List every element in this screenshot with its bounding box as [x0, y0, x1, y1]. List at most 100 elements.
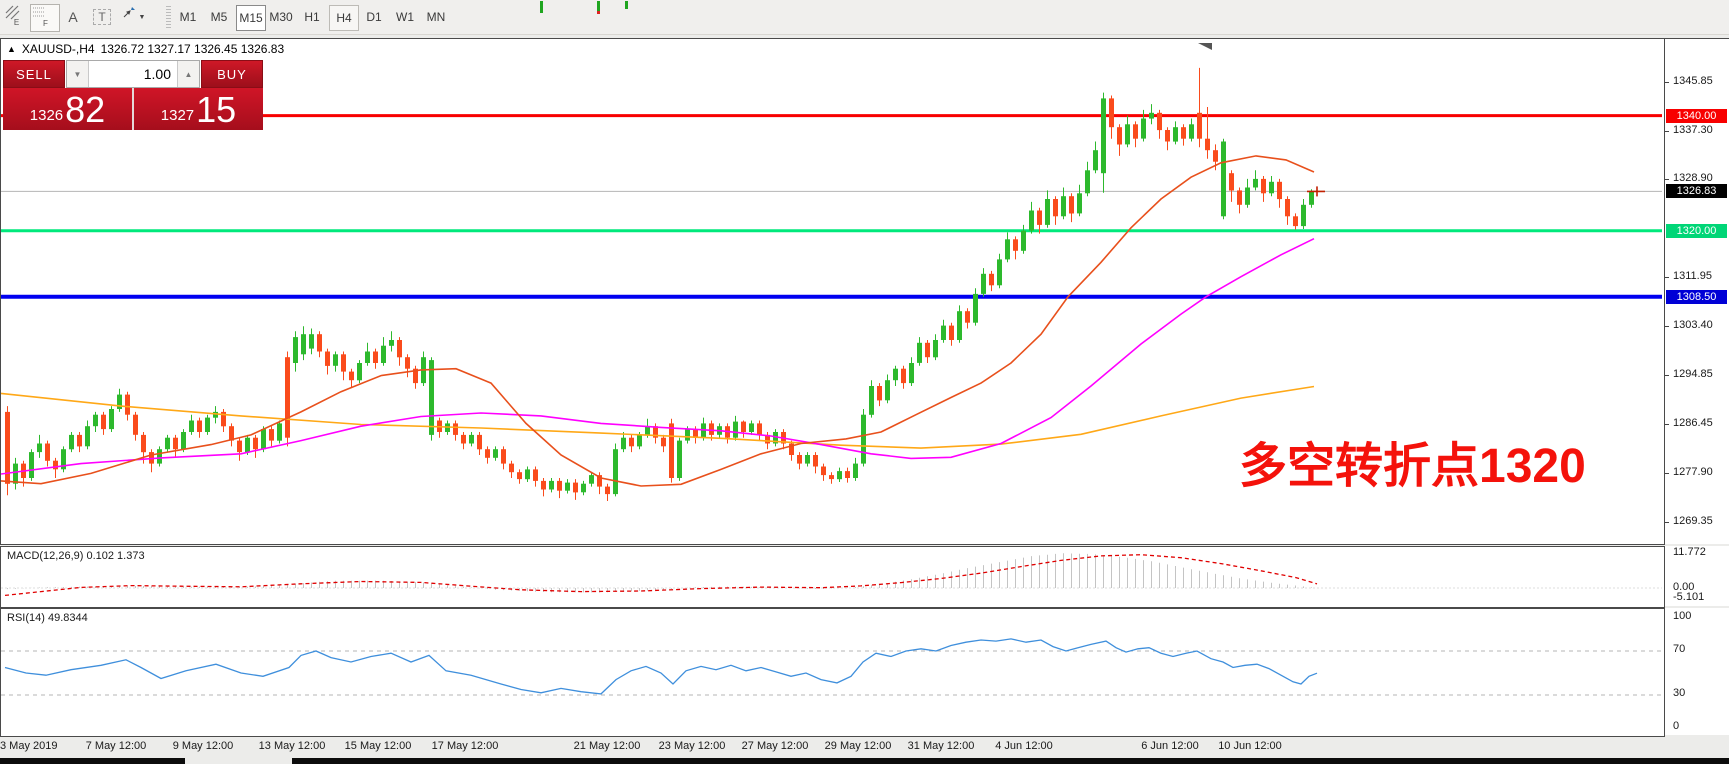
collapse-panel-icon[interactable]: ▲ [7, 44, 16, 54]
rsi-label: RSI(14) 49.8344 [7, 612, 88, 624]
draw-tools-sub-label: E [13, 18, 20, 27]
label-a-button[interactable]: A [62, 4, 84, 30]
chevron-down-icon: ▼ [138, 13, 146, 21]
time-axis-label: 6 Jun 12:00 [1141, 740, 1199, 752]
tf-button-h4[interactable]: H4 [329, 5, 359, 31]
price-axis-label: 1294.85 [1673, 368, 1713, 380]
time-axis-label: 21 May 12:00 [573, 740, 641, 752]
grid-icon [33, 7, 45, 17]
macd-axis-label: 11.772 [1673, 546, 1706, 558]
time-axis-label: 15 May 12:00 [344, 740, 412, 752]
price-axis-label: 1328.90 [1673, 172, 1713, 184]
price-badge-green: 1320.00 [1666, 224, 1727, 238]
macd-axis-label: -5.101 [1673, 591, 1705, 603]
price-badge-blue: 1308.50 [1666, 290, 1727, 304]
sell-button[interactable]: SELL [3, 60, 65, 88]
time-axis-label: 7 May 12:00 [85, 740, 147, 752]
mini-candle-mark [540, 1, 543, 13]
time-axis-label: 29 May 12:00 [824, 740, 892, 752]
price-axis-label: 1345.85 [1673, 75, 1713, 87]
rsi-axis-label: 0 [1673, 720, 1680, 732]
chart-annotation-text: 多空转折点1320 [1239, 440, 1586, 493]
symbol-period-label: XAUUSD-,H4 [21, 42, 95, 56]
draw-tools-button[interactable]: E [4, 4, 28, 30]
one-click-trade-widget: SELL ▼ 1.00 ▲ BUY 1326 82 1327 15 [3, 60, 263, 130]
macd-axis-label: 0.00 [1673, 581, 1695, 593]
macd-label: MACD(12,26,9) 0.102 1.373 [7, 550, 145, 562]
bid-ask-prices: 1326 82 1327 15 [3, 88, 263, 130]
time-axis-label: 31 May 12:00 [907, 740, 975, 752]
price-axis-label: 1269.35 [1673, 515, 1713, 527]
price-axis: 1345.85 1340.00 1337.30 1328.90 1326.83 1320.… [1665, 38, 1729, 544]
volume-decrease-button[interactable]: ▼ [67, 61, 89, 87]
tf-button-m1[interactable]: M1 [179, 10, 197, 24]
price-axis-label: 1277.90 [1673, 466, 1713, 478]
volume-increase-button[interactable]: ▲ [177, 61, 199, 87]
price-divider [132, 88, 134, 130]
price-badge-black: 1326.83 [1666, 184, 1727, 198]
window-bottom-edge [0, 758, 1729, 764]
price-tick [1665, 473, 1669, 474]
rsi-pane: RSI(14) 49.8344 [0, 608, 1665, 737]
price-axis-label: 1286.45 [1673, 417, 1713, 429]
bottom-edge-gap [185, 758, 292, 764]
toolbar-drag-handle[interactable] [166, 6, 171, 28]
trendlines-icon [5, 5, 20, 20]
text-t-button[interactable]: T [90, 4, 114, 30]
price-tick [1665, 82, 1669, 83]
chart-shift-marker [1198, 43, 1212, 50]
ohlc-values: 1326.72 1327.17 1326.45 1326.83 [100, 42, 285, 56]
macd-axis: 11.772 0.00 -5.101 [1665, 546, 1729, 606]
grid-sub-label: F [43, 19, 48, 28]
volume-input[interactable]: 1.00 [143, 66, 171, 82]
letter-a-icon: A [68, 9, 78, 25]
mini-candle-mark [597, 1, 600, 14]
rsi-axis-label: 70 [1673, 643, 1686, 655]
price-tick [1665, 326, 1669, 327]
toolbar: E F A T ▼ M1 M5 M15 M30 H1 H4 D1 W1 MN [0, 0, 1729, 35]
sell-price[interactable]: 1326 82 [3, 88, 132, 130]
rsi-axis-label: 100 [1673, 610, 1692, 622]
price-tick [1665, 131, 1669, 132]
cursor-arrows-button[interactable]: ▼ [120, 4, 160, 30]
time-axis-label: 4 Jun 12:00 [995, 740, 1053, 752]
tf-button-mn[interactable]: MN [426, 10, 446, 24]
grid-button[interactable]: F [30, 4, 60, 32]
buy-price-main: 1327 [160, 107, 195, 124]
tf-button-h1[interactable]: H1 [304, 10, 320, 24]
tf-button-m5[interactable]: M5 [210, 10, 228, 24]
time-axis[interactable]: 3 May 2019 7 May 12:00 9 May 12:00 13 May 1… [0, 737, 1729, 757]
sell-price-main: 1326 [29, 107, 64, 124]
volume-stepper: ▼ 1.00 ▲ [66, 60, 200, 88]
time-axis-label: 27 May 12:00 [741, 740, 809, 752]
arrows-icon [123, 7, 135, 18]
time-axis-label: 9 May 12:00 [172, 740, 234, 752]
price-tick [1665, 277, 1669, 278]
price-tick [1665, 424, 1669, 425]
time-axis-label: 17 May 12:00 [431, 740, 499, 752]
time-axis-label: 23 May 12:00 [658, 740, 726, 752]
main-chart-pane: ▲ XAUUSD-,H4 1326.72 1327.17 1326.45 132… [0, 38, 1665, 545]
price-axis-label: 1337.30 [1673, 124, 1713, 136]
tf-button-m30[interactable]: M30 [269, 10, 293, 24]
macd-pane: MACD(12,26,9) 0.102 1.373 [0, 546, 1665, 608]
price-axis-label: 1311.95 [1673, 270, 1712, 282]
mini-candle-mark [625, 1, 628, 9]
tf-button-m15[interactable]: M15 [236, 5, 266, 31]
buy-price[interactable]: 1327 15 [134, 88, 263, 130]
tf-button-w1[interactable]: W1 [396, 10, 414, 24]
macd-chart [1, 553, 1662, 597]
rsi-axis-label: 30 [1673, 687, 1686, 699]
price-badge-red: 1340.00 [1666, 109, 1727, 123]
chart-header: ▲ XAUUSD-,H4 1326.72 1327.17 1326.45 132… [7, 42, 284, 56]
buy-price-pips: 15 [196, 89, 237, 130]
time-axis-label: 3 May 2019 [0, 740, 58, 752]
price-axis-label: 1303.40 [1673, 319, 1713, 331]
price-tick [1665, 179, 1669, 180]
rsi-axis: 100 70 30 0 [1665, 608, 1729, 735]
sell-price-pips: 82 [65, 89, 106, 130]
time-axis-label: 10 Jun 12:00 [1218, 740, 1282, 752]
price-tick [1665, 375, 1669, 376]
tf-button-d1[interactable]: D1 [366, 10, 382, 24]
buy-button[interactable]: BUY [201, 60, 263, 88]
